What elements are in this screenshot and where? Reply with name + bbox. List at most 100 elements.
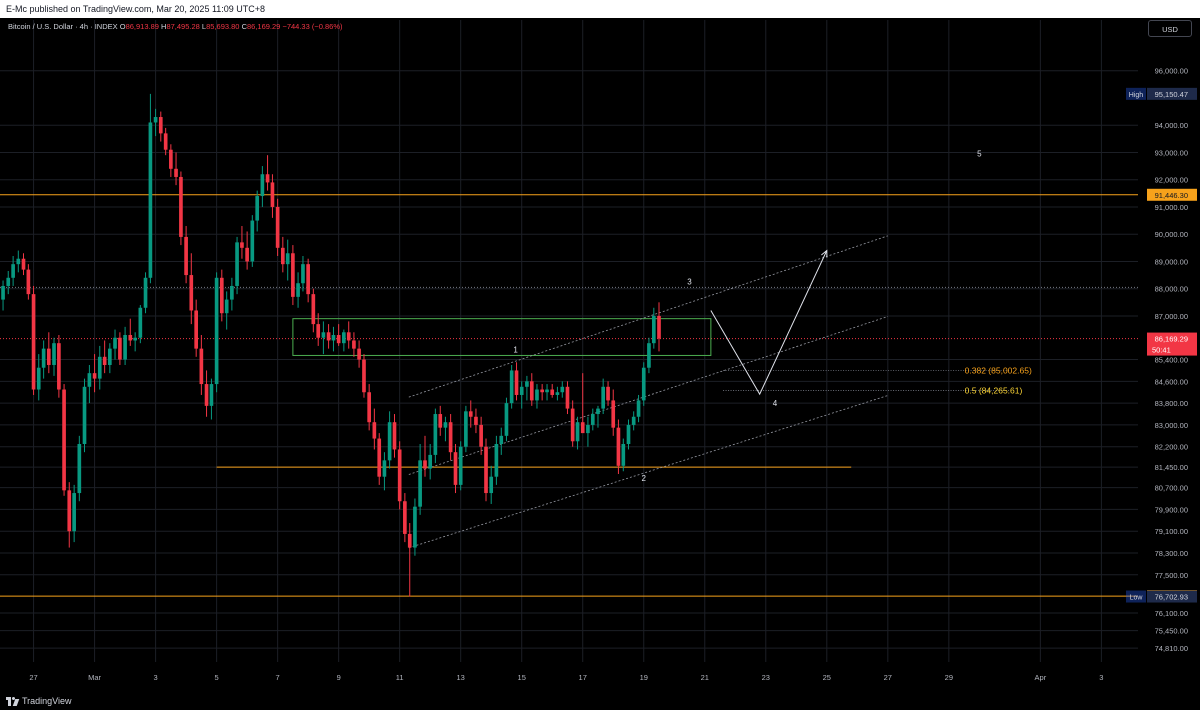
drawings: 1 2 3 4 5 (292, 150, 982, 549)
price-tick-label: 78,300.00 (1155, 549, 1188, 558)
candle-up (626, 424, 631, 445)
candle-down (479, 424, 483, 447)
candle-up (509, 370, 514, 404)
price-tick-label: 79,100.00 (1155, 527, 1188, 536)
candle-down (357, 348, 361, 360)
candle-down (397, 449, 402, 502)
price-axis[interactable]: 96,000.00 High 95,150.47 94,000.00 93,000.00… (1126, 18, 1200, 692)
candle-down (657, 315, 661, 339)
candle-up (321, 332, 326, 338)
wave-label: 1 (513, 346, 518, 355)
low-label: L (201, 22, 207, 31)
candle-up (525, 381, 529, 387)
candle-up (143, 277, 148, 308)
candle-down (448, 422, 453, 453)
level-price-box (1147, 188, 1197, 201)
candle-down (316, 324, 321, 338)
candle-up (82, 386, 87, 445)
candle-up (651, 315, 656, 344)
high-value: 87,495.28 (166, 22, 200, 31)
low-tag-box (1126, 590, 1146, 603)
candle-up (418, 460, 422, 507)
candle-up (428, 454, 433, 469)
candle-up (596, 408, 600, 415)
price-tick-label: 80,700.00 (1155, 484, 1188, 493)
time-tick-label: 25 (823, 673, 831, 682)
level-price-label: 91,446.30 (1155, 191, 1188, 200)
candle-down (367, 392, 371, 423)
candle-down (468, 411, 473, 417)
time-tick-label: 7 (276, 673, 280, 682)
candle-down (158, 117, 163, 134)
candle-up (148, 122, 153, 278)
low-value: 85,693.80 (206, 22, 240, 31)
candle-up (555, 392, 560, 395)
candle-up (342, 332, 346, 344)
candle-down (377, 438, 382, 477)
candle-up (11, 264, 15, 278)
time-tick-label: 29 (945, 673, 953, 682)
candle-up (489, 476, 494, 494)
candle-up (285, 253, 290, 265)
close-value: 86,169.29 (246, 22, 281, 31)
candle-up (464, 411, 468, 447)
wave-label: 3 (687, 278, 692, 287)
time-tick-label: 21 (701, 673, 709, 682)
price-tick-label: 85,400.00 (1155, 356, 1188, 365)
candle-up (601, 386, 606, 409)
time-tick-label: 3 (1099, 673, 1103, 682)
symbol-name: Bitcoin / U.S. Dollar · 4h · INDEX (8, 22, 118, 31)
high-label: H (161, 22, 167, 31)
projection-arrowhead (821, 249, 828, 258)
candle-up (443, 422, 448, 428)
candle-down (184, 236, 188, 276)
current-price-box (1147, 332, 1197, 356)
candle-down (438, 414, 443, 428)
candle-up (250, 220, 255, 262)
current-price-label: 86,169.29 (1155, 335, 1188, 344)
price-tick-label: 79,900.00 (1155, 505, 1188, 514)
wave-label: 5 (977, 150, 982, 159)
candle-up (1, 285, 5, 300)
high-price-label: 95,150.47 (1155, 90, 1188, 99)
candle-down (270, 182, 275, 207)
candle-up (16, 258, 21, 265)
candle-down (580, 422, 585, 434)
candle-up (382, 460, 387, 477)
time-tick-label: 15 (518, 673, 526, 682)
candle-down (240, 242, 244, 248)
candle-down (311, 294, 316, 325)
time-axis[interactable]: 27 Mar 3 5 7 9 11 13 15 17 19 21 23 25 27 29 Apr 3 (29, 673, 1103, 682)
tradingview-logo[interactable]: TradingView (6, 692, 72, 710)
candle-down (336, 335, 341, 344)
candle-down (407, 533, 412, 548)
price-tick-label: 94,000.00 (1155, 121, 1188, 130)
channel-line (408, 235, 888, 398)
candle-up (77, 444, 82, 494)
price-tick-label: 93,000.00 (1155, 148, 1188, 157)
price-tick-label: 83,800.00 (1155, 399, 1188, 408)
publish-info: E-Mc published on TradingView.com, Mar 2… (6, 4, 266, 14)
candle-down (204, 384, 209, 406)
low-price-box (1147, 590, 1197, 603)
change-value: −744.33 (−0.86%) (282, 22, 343, 31)
candle-down (194, 310, 199, 349)
candle-up (560, 386, 565, 393)
candle-down (529, 381, 534, 401)
candle-up (641, 367, 646, 401)
time-tick-label: 11 (396, 673, 404, 682)
candle-down (611, 400, 616, 428)
currency-button[interactable]: USD (1148, 20, 1192, 37)
time-tick-label: 23 (762, 673, 770, 682)
candle-down (403, 501, 407, 534)
candle-down (540, 389, 544, 393)
candle-up (214, 277, 219, 385)
candle-up (296, 283, 300, 297)
candle-down (484, 446, 488, 494)
price-tick-label: 75,450.00 (1155, 627, 1188, 636)
price-tick-label: 74,810.00 (1155, 644, 1188, 653)
candle-up (301, 264, 305, 284)
candle-up (52, 343, 56, 365)
price-tick-label: 81,450.00 (1155, 463, 1188, 472)
